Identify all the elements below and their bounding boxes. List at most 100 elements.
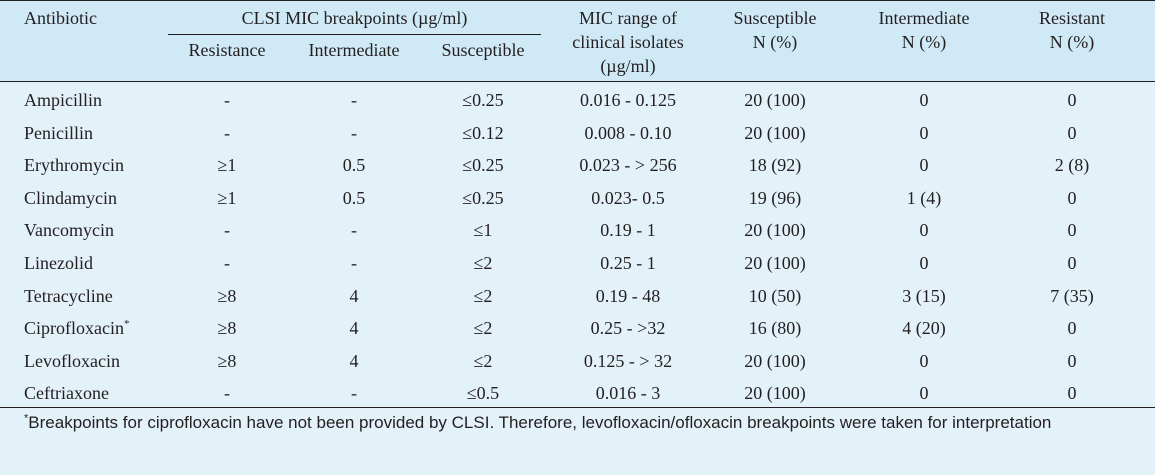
cell-intermediate: - xyxy=(351,220,357,240)
footnote-marker: * xyxy=(123,318,130,330)
cell-intermediate: 4 xyxy=(349,286,359,306)
cell-r-n: 0 xyxy=(1067,351,1077,371)
cell-i-n: 3 (15) xyxy=(902,286,946,306)
cell-susceptible: ≤2 xyxy=(473,351,493,371)
header-resistant-n-2: N (%) xyxy=(1049,32,1095,52)
antibiotic-name: Penicillin xyxy=(24,123,93,143)
cell-s-n: 20 (100) xyxy=(744,253,806,273)
cell-mic-range: 0.008 - 0.10 xyxy=(584,123,672,143)
cell-resistance: ≥1 xyxy=(217,188,237,208)
cell-i-n: 0 xyxy=(919,220,929,240)
cell-r-n: 0 xyxy=(1067,383,1077,403)
cell-i-n: 0 xyxy=(919,383,929,403)
cell-susceptible: ≤2 xyxy=(473,318,493,338)
cell-resistance: - xyxy=(224,253,230,273)
cell-susceptible: ≤2 xyxy=(473,253,493,273)
row-antibiotic: Penicillin xyxy=(24,122,93,144)
antibiotic-name: Linezolid xyxy=(24,253,93,273)
cell-s-n: 20 (100) xyxy=(744,383,806,403)
cell-susceptible: ≤2 xyxy=(473,286,493,306)
cell-r-n: 0 xyxy=(1067,318,1077,338)
row-antibiotic: Vancomycin xyxy=(24,219,114,241)
cell-mic-range: 0.19 - 48 xyxy=(595,286,661,306)
cell-s-n: 20 (100) xyxy=(744,90,806,110)
cell-s-n: 20 (100) xyxy=(744,123,806,143)
row-antibiotic: Linezolid xyxy=(24,252,93,274)
cell-intermediate: - xyxy=(351,90,357,110)
footnote: *Breakpoints for ciprofloxacin have not … xyxy=(24,412,1134,434)
header-susceptible-n-1: Susceptible xyxy=(733,8,817,28)
cell-intermediate: - xyxy=(351,383,357,403)
cell-r-n: 0 xyxy=(1067,90,1077,110)
cell-mic-range: 0.023- 0.5 xyxy=(591,188,665,208)
cell-i-n: 0 xyxy=(919,351,929,371)
header-rule xyxy=(0,81,1155,82)
antibiotic-name: Ampicillin xyxy=(24,90,102,110)
row-antibiotic: Levofloxacin xyxy=(24,350,120,372)
cell-resistance: - xyxy=(224,123,230,143)
cell-susceptible: ≤0.25 xyxy=(462,90,504,110)
cell-mic-range: 0.016 - 3 xyxy=(595,383,661,403)
cell-s-n: 20 (100) xyxy=(744,220,806,240)
cell-susceptible: ≤0.12 xyxy=(462,123,504,143)
cell-s-n: 10 (50) xyxy=(748,286,802,306)
antibiotic-name: Clindamycin xyxy=(24,188,117,208)
cell-mic-range: 0.19 - 1 xyxy=(600,220,656,240)
row-antibiotic: Tetracycline xyxy=(24,285,113,307)
cell-resistance: ≥8 xyxy=(217,318,237,338)
cell-mic-range: 0.016 - 0.125 xyxy=(580,90,676,110)
cell-intermediate: - xyxy=(351,253,357,273)
row-antibiotic: Ampicillin xyxy=(24,89,102,111)
cell-mic-range: 0.25 - 1 xyxy=(600,253,656,273)
cell-i-n: 0 xyxy=(919,123,929,143)
cell-susceptible: ≤1 xyxy=(473,220,493,240)
cell-i-n: 1 (4) xyxy=(906,188,942,208)
antibiotic-name: Levofloxacin xyxy=(24,351,120,371)
header-intermediate-n-2: N (%) xyxy=(901,32,947,52)
top-rule xyxy=(0,0,1155,1)
cell-intermediate: 4 xyxy=(349,318,359,338)
antibiotic-name: Ciprofloxacin xyxy=(24,318,124,338)
header-susceptible-n-2: N (%) xyxy=(752,32,798,52)
cell-i-n: 0 xyxy=(919,253,929,273)
cell-i-n: 0 xyxy=(919,155,929,175)
cell-i-n: 0 xyxy=(919,90,929,110)
header-antibiotic: Antibiotic xyxy=(24,8,97,28)
cell-intermediate: 4 xyxy=(349,351,359,371)
bottom-rule xyxy=(0,407,1155,408)
cell-s-n: 18 (92) xyxy=(748,155,802,175)
cell-i-n: 4 (20) xyxy=(902,318,946,338)
clsi-group-rule xyxy=(168,34,541,35)
cell-mic-range: 0.25 - >32 xyxy=(590,318,666,338)
cell-susceptible: ≤0.5 xyxy=(466,383,500,403)
header-intermediate-n-1: Intermediate xyxy=(878,8,970,28)
header-mic-range-3: (µg/ml) xyxy=(600,56,656,76)
header-resistant-n-1: Resistant xyxy=(1039,8,1105,28)
table-header-band xyxy=(0,0,1155,81)
cell-resistance: - xyxy=(224,90,230,110)
header-susceptible: Susceptible xyxy=(441,40,525,60)
footnote-text: Breakpoints for ciprofloxacin have not b… xyxy=(28,413,1052,432)
cell-intermediate: 0.5 xyxy=(342,155,366,175)
row-antibiotic: Clindamycin xyxy=(24,187,117,209)
cell-r-n: 0 xyxy=(1067,123,1077,143)
cell-intermediate: - xyxy=(351,123,357,143)
cell-resistance: ≥8 xyxy=(217,351,237,371)
cell-resistance: - xyxy=(224,383,230,403)
row-antibiotic: Erythromycin xyxy=(24,154,124,176)
antibiotic-name: Tetracycline xyxy=(24,286,113,306)
cell-r-n: 2 (8) xyxy=(1054,155,1090,175)
cell-mic-range: 0.023 - > 256 xyxy=(579,155,677,175)
cell-resistance: ≥8 xyxy=(217,286,237,306)
cell-r-n: 0 xyxy=(1067,253,1077,273)
header-resistance: Resistance xyxy=(188,40,266,60)
header-intermediate: Intermediate xyxy=(308,40,400,60)
cell-resistance: - xyxy=(224,220,230,240)
antibiotic-name: Erythromycin xyxy=(24,155,124,175)
cell-s-n: 19 (96) xyxy=(748,188,802,208)
cell-r-n: 0 xyxy=(1067,220,1077,240)
cell-s-n: 16 (80) xyxy=(748,318,802,338)
cell-mic-range: 0.125 - > 32 xyxy=(583,351,673,371)
header-clsi-group: CLSI MIC breakpoints (µg/ml) xyxy=(241,8,468,28)
cell-resistance: ≥1 xyxy=(217,155,237,175)
